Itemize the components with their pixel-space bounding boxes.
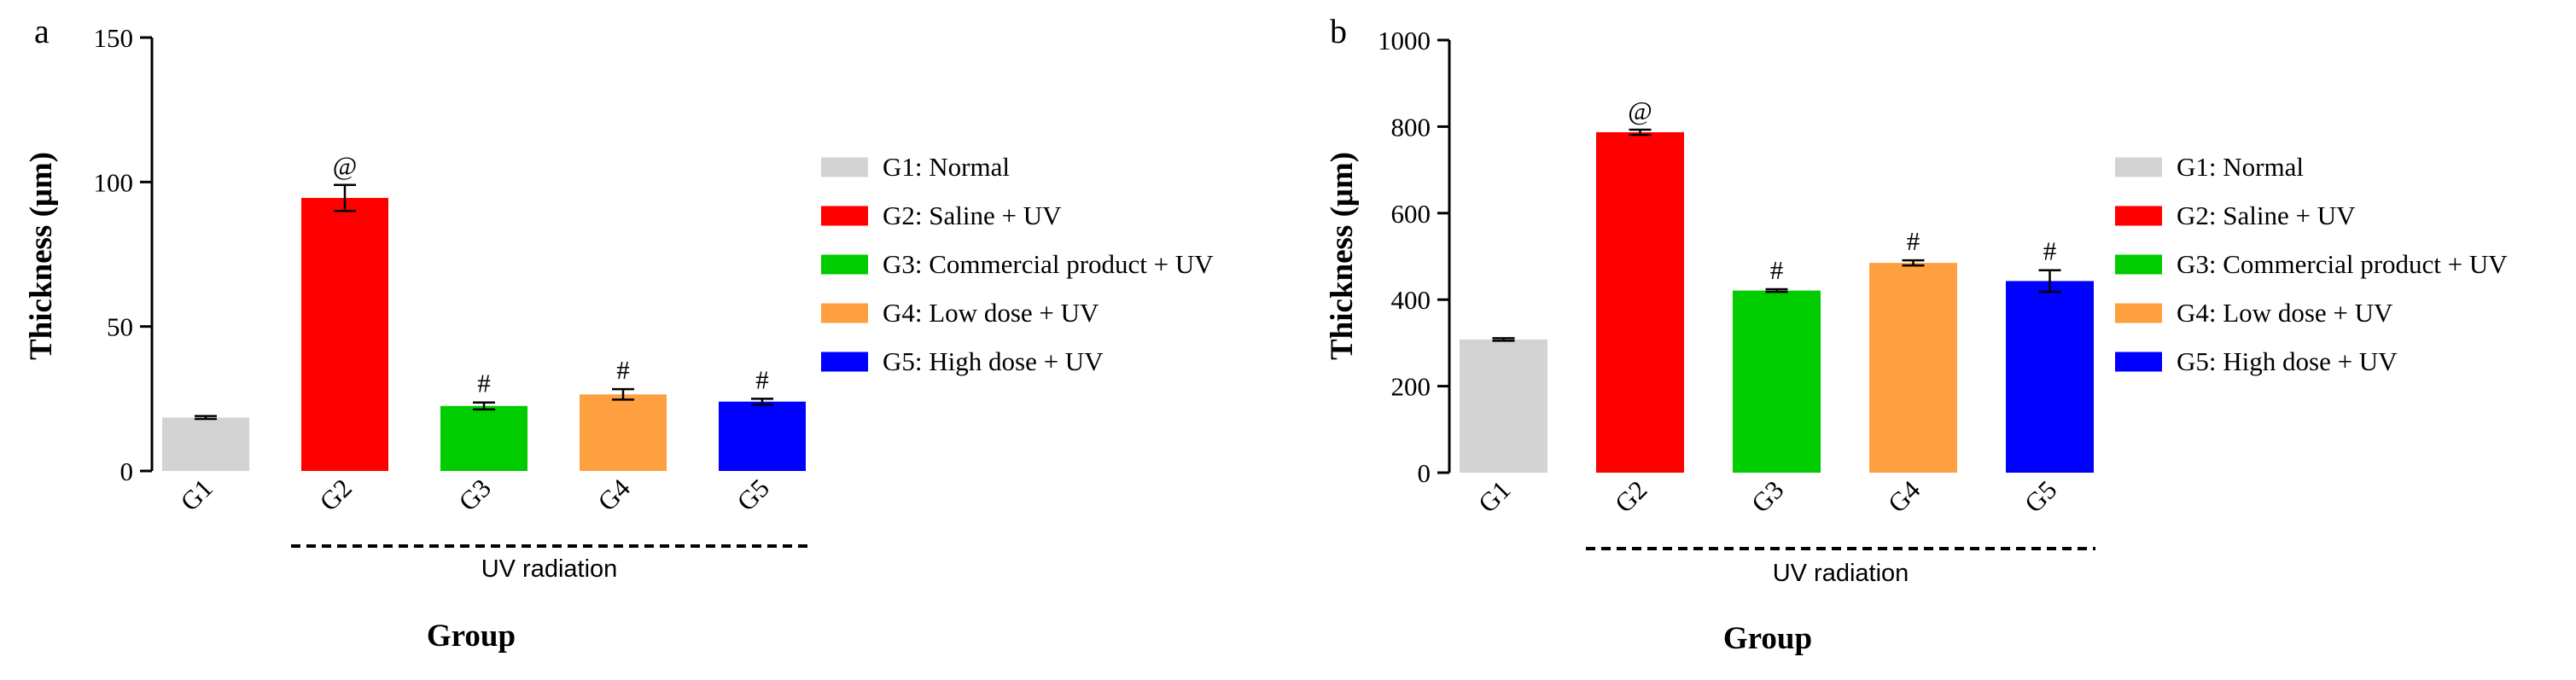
significance-marker: @	[1628, 96, 1652, 125]
x-axis-title: Group	[427, 619, 516, 654]
significance-marker: #	[1907, 226, 1920, 256]
legend-entry: G4: Low dose + UV	[2177, 298, 2393, 328]
legend-entry: G1: Normal	[2177, 152, 2304, 182]
y-axis-title: Thickness (μm)	[1325, 152, 1360, 360]
x-tick-label: G3	[452, 473, 497, 517]
x-tick-label: G1	[174, 473, 219, 517]
x-tick-label: G4	[592, 473, 636, 517]
y-tick-label: 200	[1391, 372, 1431, 402]
legend-entry: G5: High dose + UV	[2177, 346, 2398, 376]
legend-swatch	[821, 254, 868, 275]
panel-label: a	[34, 12, 50, 50]
y-axis-title: Thickness (μm)	[24, 152, 59, 360]
y-tick-label: 0	[120, 456, 134, 486]
significance-marker: #	[2043, 236, 2057, 266]
x-tick-label: G1	[1472, 474, 1517, 519]
bar-g1	[162, 417, 249, 471]
bar-g3	[440, 405, 527, 471]
x-axis-title: Group	[1723, 621, 1812, 656]
legend-swatch	[821, 206, 868, 226]
significance-marker: @	[333, 151, 358, 181]
legend-entry: G3: Commercial product + UV	[2177, 249, 2508, 279]
chart-panel-a: a 0 50 100 150 Thickness (μm) G1 @ G2 # G3 # G4 # G5 UV…	[24, 12, 1214, 654]
bar-g4	[580, 394, 667, 471]
significance-marker: #	[755, 364, 769, 394]
bar-g4	[1869, 263, 1957, 473]
legend-swatch	[2115, 254, 2162, 275]
bar-g2	[301, 197, 388, 471]
panel-label: b	[1330, 12, 1347, 50]
legend-swatch	[2115, 206, 2162, 226]
y-tick-label: 0	[1418, 458, 1431, 488]
x-tick-label: G3	[1746, 474, 1790, 519]
x-tick-label: G5	[731, 473, 775, 517]
x-tick-label: G5	[2019, 474, 2063, 519]
bar-g3	[1733, 290, 1821, 473]
bar-g5	[2006, 281, 2094, 473]
legend-entry: G3: Commercial product + UV	[883, 249, 1214, 279]
y-tick-label: 800	[1391, 112, 1431, 142]
legend: G1: Normal G2: Saline + UV G3: Commercial …	[2115, 152, 2508, 376]
legend-swatch	[821, 157, 868, 177]
y-tick-label: 400	[1391, 285, 1431, 315]
x-tick-label: G4	[1882, 474, 1926, 519]
bracket-label: UV radiation	[481, 555, 618, 583]
legend-entry: G2: Saline + UV	[2177, 201, 2356, 230]
significance-marker: #	[616, 355, 630, 385]
legend: G1: Normal G2: Saline + UV G3: Commercial …	[821, 152, 1214, 376]
x-tick-label: G2	[1609, 474, 1653, 519]
legend-swatch	[2115, 303, 2162, 323]
bracket-label: UV radiation	[1773, 560, 1909, 587]
legend-swatch	[2115, 157, 2162, 177]
y-tick-label: 150	[94, 23, 134, 53]
bar-g1	[1460, 339, 1547, 473]
legend-swatch	[821, 352, 868, 372]
legend-swatch	[821, 303, 868, 323]
legend-entry: G5: High dose + UV	[883, 346, 1104, 376]
significance-marker: #	[1770, 255, 1784, 285]
y-tick-label: 50	[107, 312, 133, 342]
legend-entry: G2: Saline + UV	[883, 201, 1062, 230]
legend-swatch	[2115, 352, 2162, 372]
bar-g5	[719, 401, 806, 471]
y-tick-label: 1000	[1378, 26, 1431, 55]
y-tick-label: 100	[94, 167, 134, 197]
legend-entry: G4: Low dose + UV	[883, 298, 1099, 328]
x-tick-label: G2	[313, 473, 358, 517]
bar-g2	[1596, 131, 1684, 473]
significance-marker: #	[477, 369, 491, 398]
y-tick-label: 600	[1391, 199, 1431, 229]
legend-entry: G1: Normal	[883, 152, 1010, 182]
chart-panel-b: b 0 200 400 600 800 1000 Thickness (μm) G1 @ G2 # G3…	[1325, 12, 2508, 656]
